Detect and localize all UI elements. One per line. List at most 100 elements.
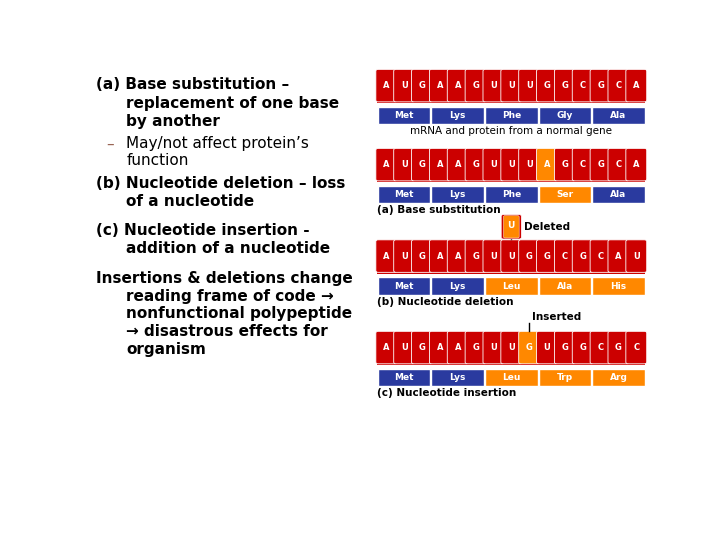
FancyBboxPatch shape	[536, 240, 557, 272]
Text: A: A	[615, 252, 621, 261]
Text: G: G	[597, 160, 604, 169]
Text: Phe: Phe	[502, 111, 521, 120]
FancyBboxPatch shape	[572, 332, 593, 364]
Text: C: C	[598, 252, 603, 261]
Text: C: C	[598, 343, 603, 352]
Text: G: G	[418, 81, 426, 90]
FancyBboxPatch shape	[412, 69, 433, 102]
Text: A: A	[544, 160, 550, 169]
Text: A: A	[436, 252, 443, 261]
FancyBboxPatch shape	[429, 69, 450, 102]
Text: Inserted: Inserted	[532, 312, 581, 322]
FancyBboxPatch shape	[483, 240, 504, 272]
FancyBboxPatch shape	[608, 332, 629, 364]
Text: G: G	[562, 160, 568, 169]
FancyBboxPatch shape	[501, 240, 522, 272]
FancyBboxPatch shape	[572, 69, 593, 102]
FancyBboxPatch shape	[572, 148, 593, 181]
Text: U: U	[633, 252, 639, 261]
Text: C: C	[616, 160, 621, 169]
Text: addition of a nucleotide: addition of a nucleotide	[126, 241, 330, 255]
Text: A: A	[454, 81, 461, 90]
Text: G: G	[562, 81, 568, 90]
FancyBboxPatch shape	[572, 240, 593, 272]
Text: G: G	[580, 252, 586, 261]
Text: G: G	[418, 252, 426, 261]
FancyBboxPatch shape	[376, 148, 397, 181]
Text: C: C	[633, 343, 639, 352]
Text: A: A	[436, 343, 443, 352]
Text: Met: Met	[395, 190, 414, 199]
Text: His: His	[611, 281, 626, 291]
Bar	[431, 186, 484, 203]
Text: Phe: Phe	[502, 190, 521, 199]
Text: U: U	[401, 252, 408, 261]
FancyBboxPatch shape	[483, 69, 504, 102]
Text: → disastrous effects for: → disastrous effects for	[126, 324, 328, 339]
Text: reading frame of code →: reading frame of code →	[126, 288, 334, 303]
FancyBboxPatch shape	[590, 148, 611, 181]
Text: G: G	[418, 343, 426, 352]
Bar	[378, 277, 431, 295]
FancyBboxPatch shape	[518, 240, 539, 272]
Text: Met: Met	[395, 373, 414, 382]
Text: U: U	[526, 81, 533, 90]
FancyBboxPatch shape	[501, 214, 521, 239]
FancyBboxPatch shape	[412, 240, 433, 272]
FancyBboxPatch shape	[501, 332, 522, 364]
Bar	[593, 107, 644, 124]
FancyBboxPatch shape	[518, 69, 539, 102]
Text: (a) Base substitution: (a) Base substitution	[377, 205, 501, 215]
Text: G: G	[562, 343, 568, 352]
Text: U: U	[508, 343, 515, 352]
Bar	[378, 186, 431, 203]
Bar	[377, 264, 645, 274]
Text: A: A	[383, 160, 390, 169]
Text: (a) Base substitution –: (a) Base substitution –	[96, 77, 289, 92]
Text: A: A	[454, 343, 461, 352]
FancyBboxPatch shape	[518, 332, 539, 364]
Text: (b) Nucleotide deletion – loss: (b) Nucleotide deletion – loss	[96, 176, 345, 191]
Text: C: C	[562, 252, 568, 261]
Text: A: A	[383, 252, 390, 261]
Text: of a nucleotide: of a nucleotide	[126, 194, 254, 208]
FancyBboxPatch shape	[608, 240, 629, 272]
Bar	[539, 277, 591, 295]
FancyBboxPatch shape	[465, 240, 486, 272]
Text: G: G	[526, 343, 533, 352]
Text: Insertions & deletions change: Insertions & deletions change	[96, 271, 352, 286]
Bar	[431, 369, 484, 386]
Bar	[377, 93, 645, 103]
Text: G: G	[544, 81, 550, 90]
FancyBboxPatch shape	[554, 148, 575, 181]
Text: U: U	[490, 343, 497, 352]
Text: C: C	[616, 81, 621, 90]
Bar	[539, 186, 591, 203]
Text: G: G	[526, 252, 533, 261]
FancyBboxPatch shape	[554, 332, 575, 364]
Bar	[431, 277, 484, 295]
Text: A: A	[436, 160, 443, 169]
Text: mRNA and protein from a normal gene: mRNA and protein from a normal gene	[410, 126, 612, 136]
Text: C: C	[580, 81, 586, 90]
Text: G: G	[472, 343, 479, 352]
Text: May/not affect protein’s: May/not affect protein’s	[126, 136, 309, 151]
FancyBboxPatch shape	[447, 148, 468, 181]
Text: Ala: Ala	[611, 190, 626, 199]
Bar	[377, 355, 645, 365]
Text: Ser: Ser	[557, 190, 573, 199]
FancyBboxPatch shape	[394, 148, 415, 181]
Text: –: –	[107, 136, 114, 151]
Text: A: A	[454, 252, 461, 261]
FancyBboxPatch shape	[465, 148, 486, 181]
Bar	[378, 369, 431, 386]
Bar	[539, 107, 591, 124]
FancyBboxPatch shape	[376, 332, 397, 364]
FancyBboxPatch shape	[590, 69, 611, 102]
Bar	[431, 107, 484, 124]
Text: A: A	[454, 160, 461, 169]
Text: by another: by another	[126, 114, 220, 129]
Text: G: G	[597, 81, 604, 90]
Text: (b) Nucleotide deletion: (b) Nucleotide deletion	[377, 297, 514, 307]
FancyBboxPatch shape	[536, 69, 557, 102]
